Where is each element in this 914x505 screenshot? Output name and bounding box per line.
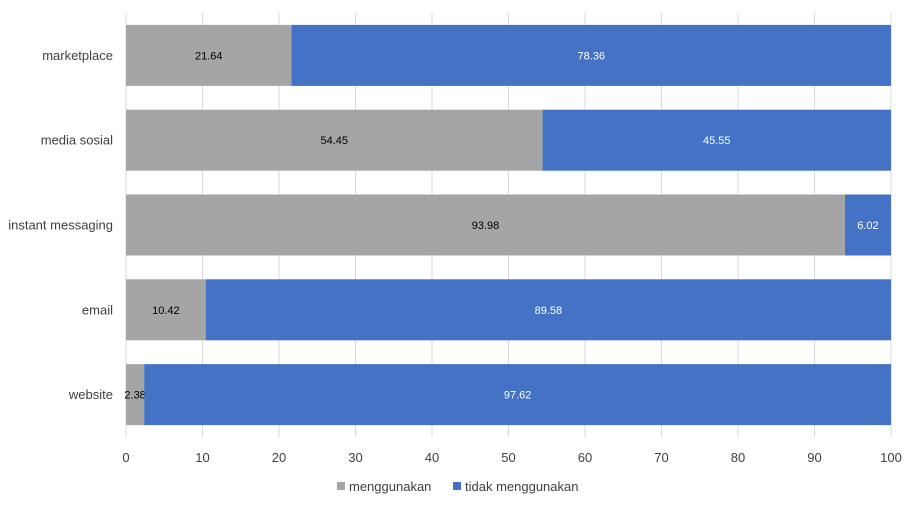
bar-segment-menggunakan [126,364,145,426]
bar-data-label: 89.58 [535,305,563,317]
bar-segment-tidak-menggunakan [205,279,891,341]
x-tick-label: 10 [195,450,209,465]
bar-segment-tidak-menggunakan [144,364,891,426]
bar-data-label: 2.38 [124,390,145,402]
category-labels: marketplace media sosial instant messaging… [8,48,113,402]
x-tick-label: 0 [122,450,129,465]
category-label: website [68,387,113,402]
bars: 21.64 78.36 54.45 45.55 93.98 6.02 10.42 89.58 2… [124,24,891,426]
bar-segment-menggunakan [126,24,292,86]
bar-segment-menggunakan [126,194,845,256]
category-label: email [82,302,113,317]
x-tick-label: 50 [501,450,515,465]
bar-data-label: 54.45 [321,135,349,147]
x-tick-label: 30 [348,450,362,465]
bar-segment-menggunakan [126,109,543,171]
legend-label: tidak menggunakan [465,479,578,494]
bar-segment-tidak-menggunakan [542,109,891,171]
x-tick-label: 90 [807,450,821,465]
bar-data-label: 97.62 [504,390,532,402]
x-tick-label: 100 [880,450,902,465]
x-tick-label: 80 [731,450,745,465]
bar-data-label: 93.98 [472,220,500,232]
bar-data-label: 21.64 [195,50,223,62]
x-axis-tick-labels: 0 10 20 30 40 50 60 70 80 90 100 [122,450,901,465]
legend: menggunakan tidak menggunakan [337,479,578,494]
x-tick-label: 70 [654,450,668,465]
bar-segment-menggunakan [126,279,206,341]
x-tick-label: 60 [578,450,592,465]
bar-data-label: 78.36 [578,50,606,62]
x-tick-label: 40 [425,450,439,465]
category-label: marketplace [42,48,113,63]
bar-segment-tidak-menggunakan [844,194,891,256]
category-label: instant messaging [8,218,113,233]
legend-swatch [453,482,461,490]
bar-segment-tidak-menggunakan [291,24,891,86]
bar-data-label: 45.55 [703,135,731,147]
bar-data-label: 10.42 [152,305,180,317]
category-label: media sosial [41,133,113,148]
x-tick-label: 20 [272,450,286,465]
legend-swatch [337,482,345,490]
bar-data-label: 6.02 [857,220,878,232]
legend-label: menggunakan [349,479,431,494]
